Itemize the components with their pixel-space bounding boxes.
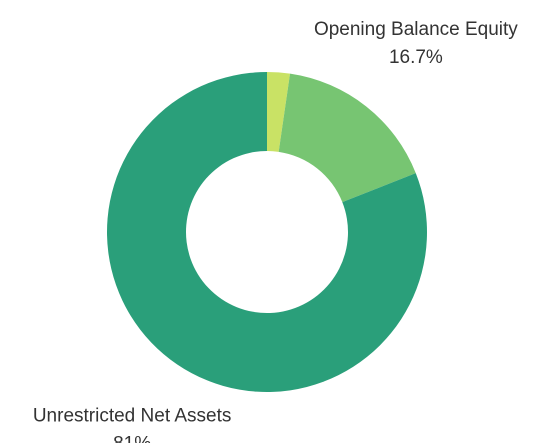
donut-segment bbox=[278, 73, 416, 203]
segment-label: Opening Balance Equity bbox=[314, 19, 518, 40]
segment-value: 16.7% bbox=[389, 47, 443, 68]
donut-segment bbox=[267, 72, 291, 152]
segment-value: 81% bbox=[113, 434, 151, 443]
segment-label: Unrestricted Net Assets bbox=[33, 406, 232, 427]
donut-segment bbox=[107, 72, 428, 392]
